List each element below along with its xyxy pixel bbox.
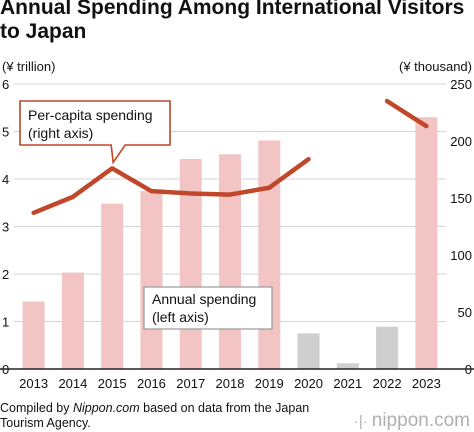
left-tick-label: 4 [2,172,9,187]
right-axis-unit: (¥ thousand) [399,59,472,74]
x-tick-label: 2019 [255,376,284,391]
nippon-logo: ·|· nippon.com [354,410,470,432]
annotation-annual-line2: (left axis) [152,309,209,325]
right-tick-label: 200 [450,134,472,149]
x-tick-label: 2013 [19,376,48,391]
annotation-box-annual [143,286,273,330]
bar-2016 [140,190,163,369]
source-note: Compiled by Nippon.com based on data fro… [0,401,330,431]
left-tick-label: 5 [2,125,9,140]
source-suffix: based on data from the Japan Tourism Age… [0,401,310,430]
left-tick-label: 2 [2,267,9,282]
line-segment-0 [31,156,311,216]
right-tick-label: 100 [450,248,472,263]
x-tick-label: 2020 [294,376,323,391]
right-tick-label: 250 [450,77,472,92]
bar-2022 [376,326,399,369]
left-tick-label: 3 [2,220,9,235]
bar-2020 [297,333,320,369]
bar-2017 [179,159,202,369]
annotation-box-per-capita [19,100,171,165]
bar-2015 [101,203,124,369]
source-prefix: Compiled by [0,401,73,415]
bar-2013 [22,301,45,369]
logo-text: nippon.com [371,410,470,431]
right-tick-label: 150 [450,191,472,206]
annotation-per-capita-line1: Per-capita spending [28,107,153,123]
bar-2021 [336,363,359,369]
bar-2023 [415,117,438,369]
logo-mark-icon: ·|· [353,412,368,430]
source-site: Nippon.com [72,401,140,415]
bar-2019 [258,140,281,369]
annotation-per-capita-line2: (right axis) [28,125,93,141]
left-tick-label: 1 [2,315,9,330]
bar-2014 [61,272,84,369]
x-tick-label: 2015 [98,376,127,391]
chart-title-line2: to Japan [0,20,87,43]
x-tick-label: 2022 [373,376,402,391]
right-tick-label: 50 [458,305,472,320]
left-axis-unit: (¥ trillion) [2,59,55,74]
x-tick-label: 2014 [58,376,87,391]
x-tick-label: 2023 [412,376,441,391]
chart-title: Annual Spending Among International Visi… [0,0,474,44]
x-tick-label: 2018 [216,376,245,391]
annotation-annual-line1: Annual spending [152,291,256,307]
x-tick-label: 2016 [137,376,166,391]
chart-title-line1: Annual Spending Among International Visi… [0,0,465,19]
bar-2018 [219,154,241,369]
line-segment-1 [384,98,429,129]
x-tick-label: 2017 [176,376,205,391]
x-tick-label: 2021 [333,376,362,391]
left-tick-label: 6 [2,77,9,92]
